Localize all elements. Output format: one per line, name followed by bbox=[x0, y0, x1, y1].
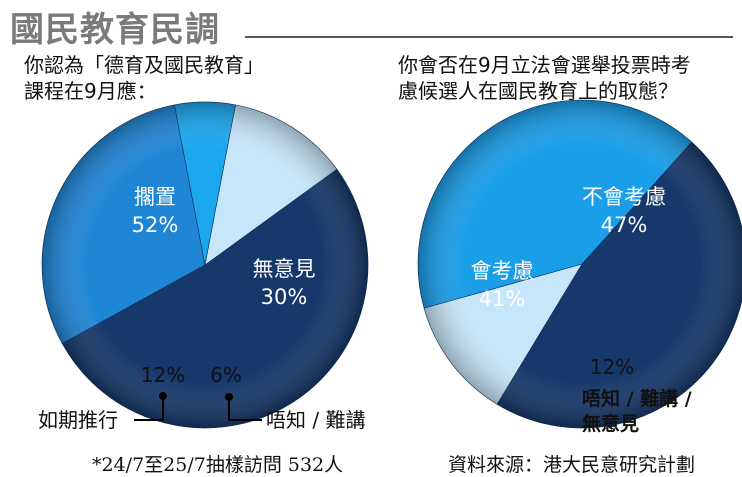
footnote: *24/7至25/7抽樣訪問 532人 bbox=[92, 454, 344, 476]
left-pie-sheen bbox=[42, 102, 368, 428]
right-pie bbox=[417, 99, 742, 429]
left-pie bbox=[41, 101, 369, 429]
left-value-no-opinion: 30% bbox=[261, 285, 308, 309]
page-title: 國民教育民調 bbox=[10, 10, 220, 50]
left-question-line-1: 你認為「德育及國民教育」 bbox=[24, 53, 264, 77]
left-value-hold: 52% bbox=[132, 213, 179, 237]
right-label-not-consider: 不會考慮 bbox=[582, 185, 666, 209]
right-label-dont-know-line2: 無意見 bbox=[582, 412, 639, 435]
left-label-hold: 擱置 bbox=[134, 185, 176, 209]
source-credit: 資料來源：港大民意研究計劃 bbox=[448, 454, 696, 476]
title-divider bbox=[245, 36, 733, 38]
left-question-line-2: 課程在9月應： bbox=[24, 79, 157, 103]
left-chart-question: 你認為「德育及國民教育」 課程在9月應： bbox=[24, 52, 264, 104]
left-value-dont-know: 6% bbox=[210, 363, 242, 387]
right-chart-question: 你會否在9月立法會選舉投票時考 慮候選人在國民教育上的取態？ bbox=[398, 52, 691, 104]
right-label-consider: 會考慮 bbox=[471, 259, 534, 283]
right-pie-sheen bbox=[418, 100, 742, 428]
left-label-proceed: 如期推行 bbox=[38, 408, 118, 432]
left-value-proceed: 12% bbox=[141, 363, 185, 387]
right-value-not-consider: 47% bbox=[601, 213, 648, 237]
right-value-dont-know: 12% bbox=[590, 355, 634, 379]
leader-line-proceed bbox=[134, 396, 164, 421]
right-label-dont-know: 唔知 / 難講 / bbox=[582, 387, 692, 410]
right-value-consider: 41% bbox=[479, 287, 526, 311]
left-label-no-opinion: 無意見 bbox=[253, 257, 316, 281]
right-question-line-2: 慮候選人在國民教育上的取態？ bbox=[398, 79, 678, 103]
right-question-line-1: 你會否在9月立法會選舉投票時考 bbox=[398, 53, 691, 77]
leader-line-dont-know bbox=[228, 397, 262, 421]
left-label-dont-know: 唔知 / 難講 bbox=[266, 408, 365, 432]
